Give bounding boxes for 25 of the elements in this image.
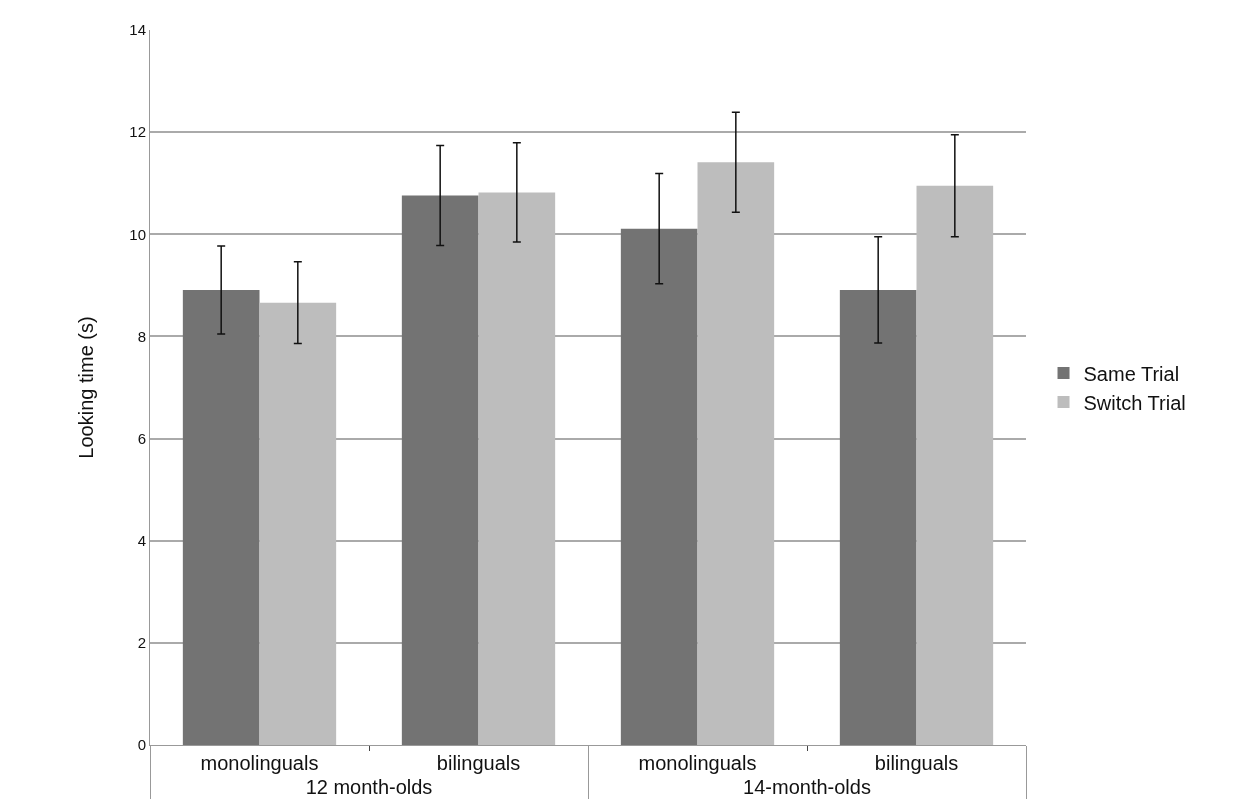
bar <box>916 185 994 745</box>
y-tick-label: 0 <box>137 736 146 754</box>
bar <box>259 302 337 745</box>
text: 12 month-olds <box>305 776 433 798</box>
x-tick-label: bilinguals <box>436 752 521 774</box>
legend-label: Same Trial <box>1083 362 1180 385</box>
y-tick-label: 12 <box>129 123 146 141</box>
text: 14-month-olds <box>743 776 871 798</box>
bar <box>839 289 917 745</box>
bar <box>401 195 479 745</box>
x-tick-label: bilinguals <box>874 752 959 774</box>
bar <box>697 162 775 745</box>
y-tick-label: 6 <box>137 429 146 447</box>
y-tick-label: 8 <box>137 327 146 345</box>
y-tick-label: 14 <box>129 21 146 39</box>
x-tick-label: monolinguals <box>200 752 319 774</box>
y-tick-label: 4 <box>137 531 146 549</box>
y-axis-title: Looking time (s) <box>74 316 97 459</box>
bar <box>182 289 260 745</box>
y-tick-label: 2 <box>137 634 146 652</box>
y-tick-label: 10 <box>129 225 146 243</box>
x-tick-label: monolinguals <box>638 752 757 774</box>
legend-label: Switch Trial <box>1083 391 1186 414</box>
bar <box>620 228 698 745</box>
bar <box>478 192 556 745</box>
